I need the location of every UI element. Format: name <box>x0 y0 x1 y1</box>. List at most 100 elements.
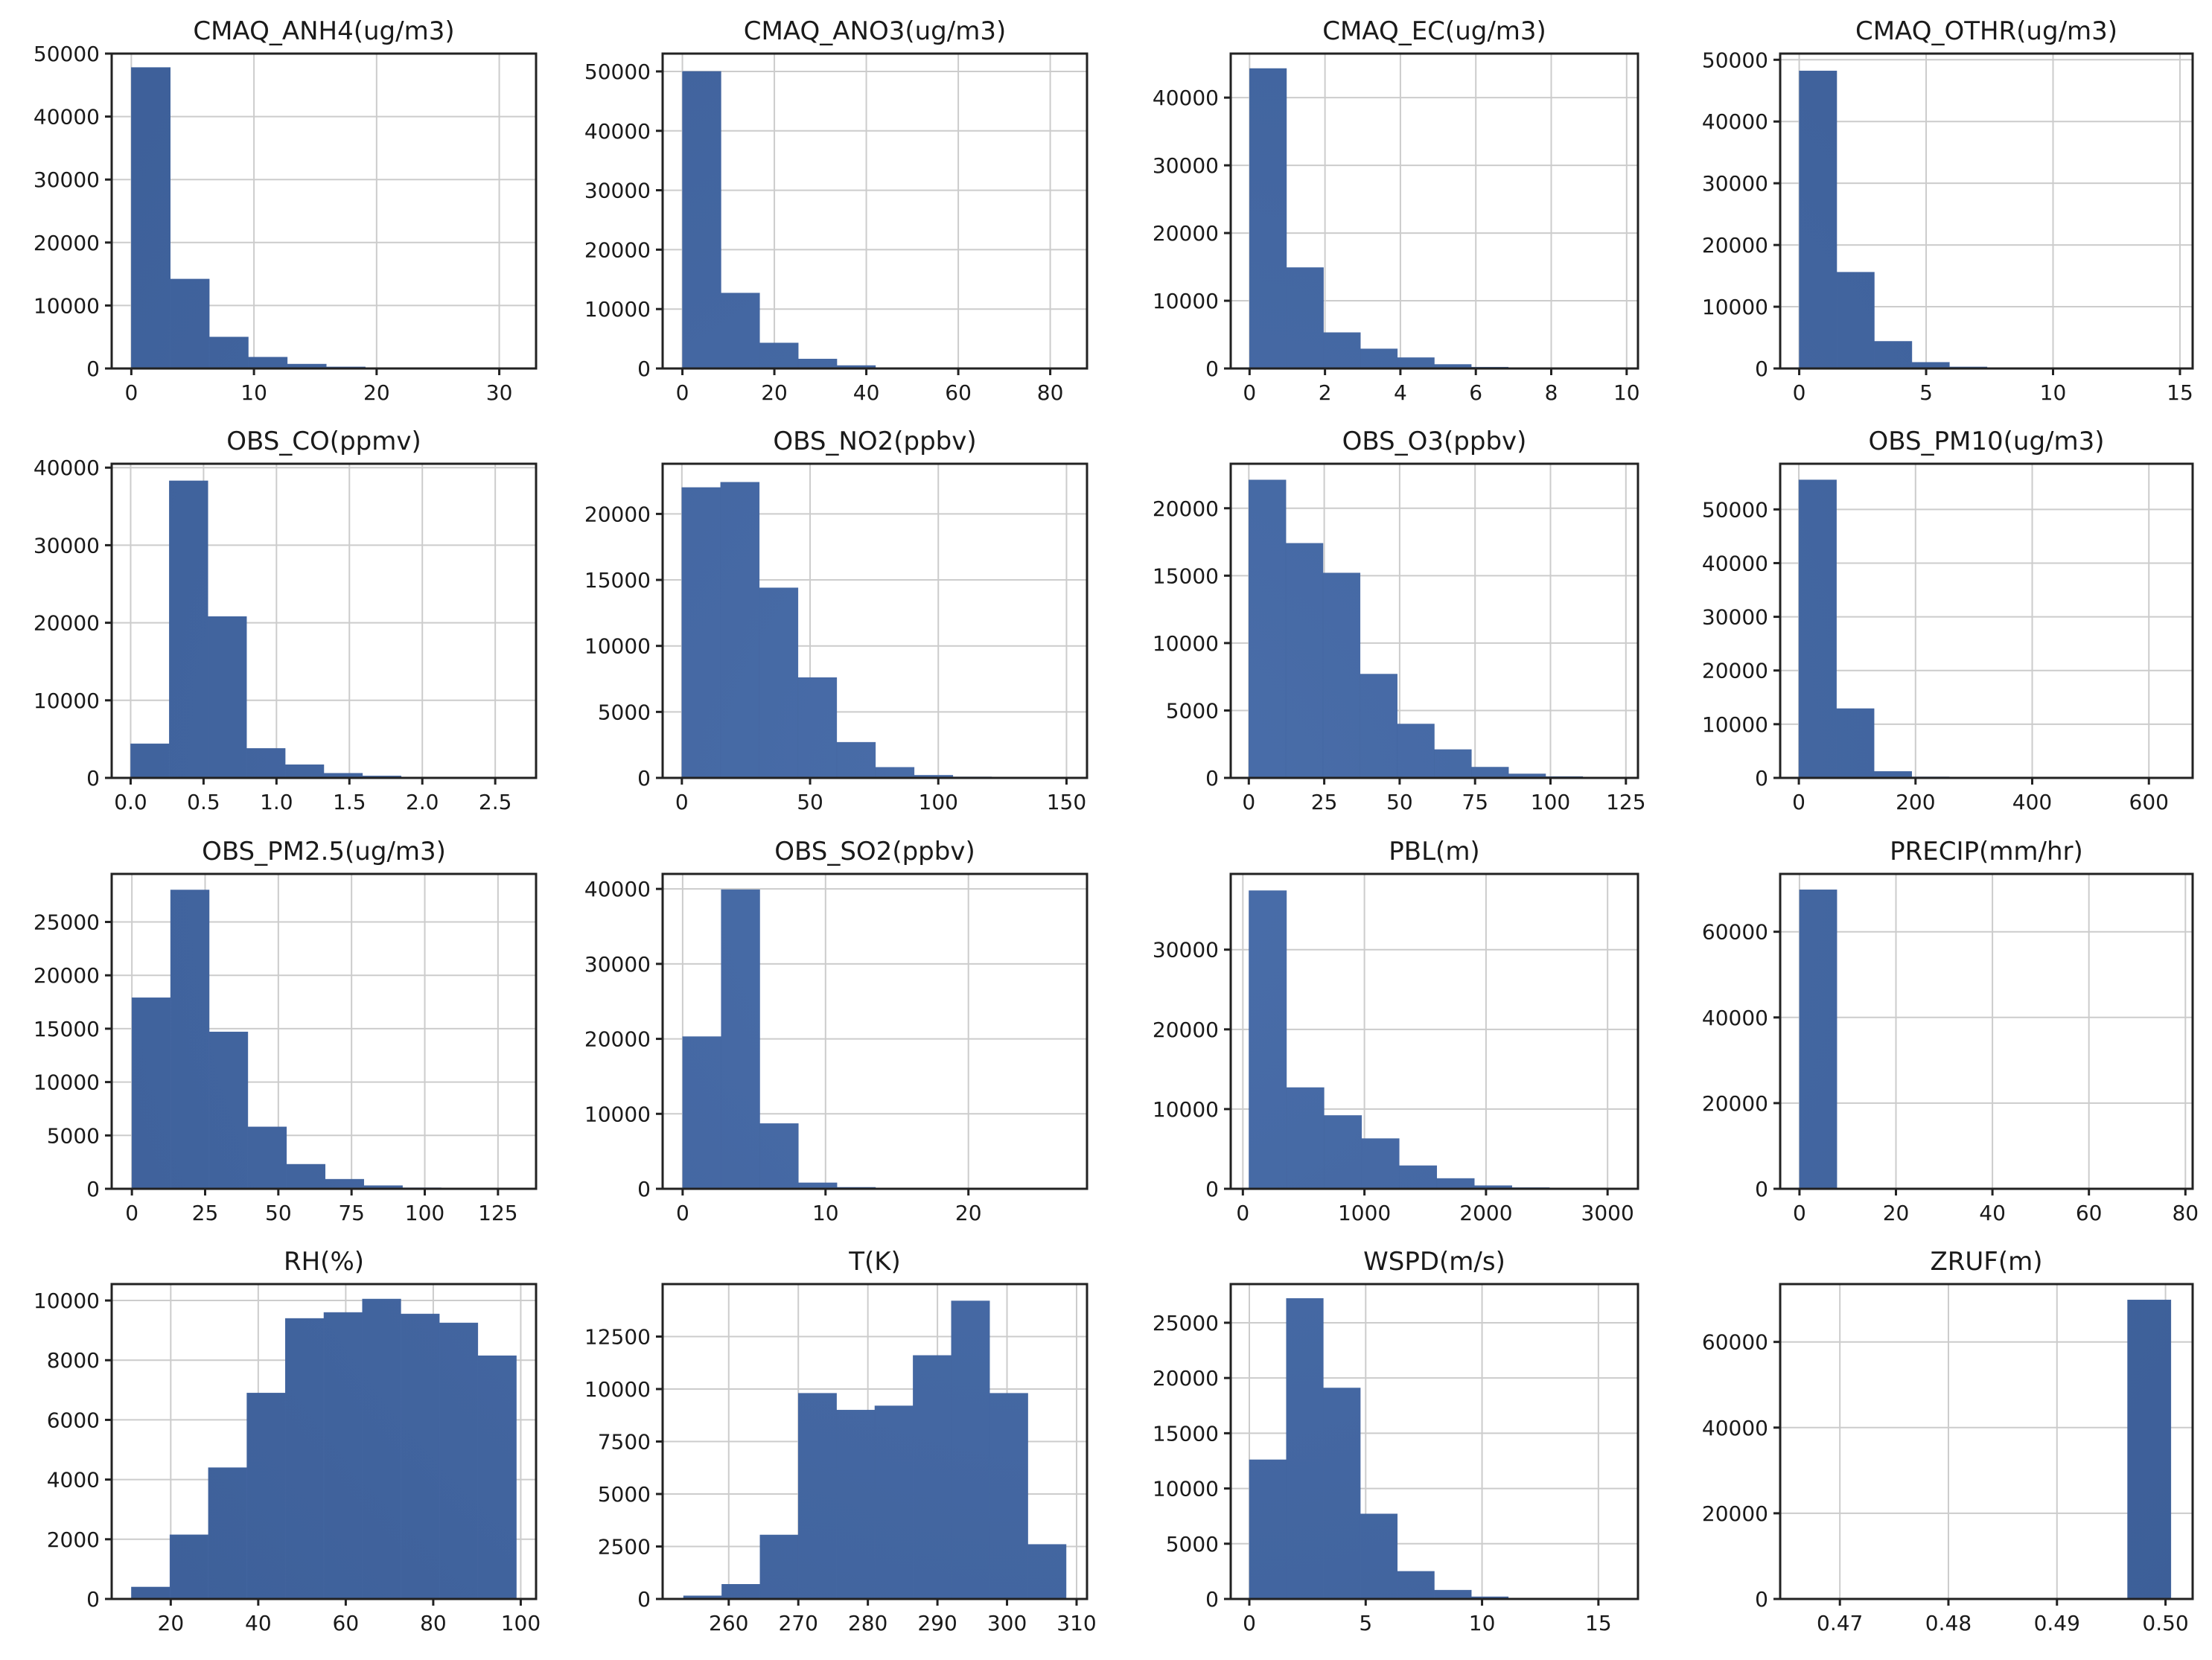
histogram-bar <box>325 1178 364 1190</box>
x-tick-label: 10 <box>1469 1611 1496 1635</box>
y-tick-label: 5000 <box>47 1123 100 1148</box>
subplot-title: ZRUF(m) <box>1930 1247 2042 1277</box>
histogram-bar <box>797 1393 837 1600</box>
y-tick-label: 0 <box>637 357 651 381</box>
histogram-bar <box>130 743 170 779</box>
histogram-panel-12: 20 40 60 80 100 0 2000 4000 6000 8000 10000 RH(%) <box>34 1247 541 1635</box>
histogram-panel-9: 0 10 20 0 10000 20000 30000 40000 OBS_SO2(ppbv) <box>584 837 1089 1225</box>
y-tick-label: 10000 <box>34 1289 100 1313</box>
x-tick-label: 60 <box>333 1611 360 1635</box>
x-tick-label: 25 <box>192 1201 219 1225</box>
y-tick-label: 50000 <box>1702 48 1768 72</box>
x-tick-label: 15 <box>1585 1611 1612 1635</box>
y-tick-label: 0 <box>1205 1177 1219 1201</box>
histogram-bar <box>1249 479 1287 779</box>
x-tick-label: 75 <box>338 1201 365 1225</box>
histogram-bar <box>797 677 838 779</box>
histogram-bar <box>1360 674 1397 779</box>
y-tick-label: 6000 <box>47 1408 100 1432</box>
axes-frame <box>1779 52 2194 370</box>
histogram-bar <box>323 1312 363 1600</box>
histogram-bar <box>131 1586 170 1600</box>
y-tick-label: 10000 <box>34 689 100 713</box>
y-tick-label: 0 <box>637 766 651 791</box>
y-tick-label: 20000 <box>1153 1018 1219 1042</box>
x-tick-label: 0.50 <box>2142 1611 2188 1635</box>
y-tick-label: 0 <box>1755 1587 1768 1612</box>
y-tick-label: 10000 <box>584 1102 651 1126</box>
histogram-panel-3: 0 5 10 15 0 10000 20000 30000 40000 50000 CMAQ_OTH… <box>1702 16 2194 405</box>
x-tick-label: 20 <box>955 1201 982 1225</box>
y-tick-label: 10000 <box>1153 631 1219 656</box>
x-tick-label: 50 <box>265 1201 292 1225</box>
x-tick-label: 270 <box>778 1611 817 1635</box>
histogram-bar <box>248 357 288 369</box>
x-tick-label: 1.5 <box>333 790 366 814</box>
x-tick-label: 260 <box>709 1611 748 1635</box>
histogram-panel-7: 0 200 400 600 0 10000 20000 30000 40000 50000 OBS_… <box>1702 427 2194 814</box>
subplot-title: PBL(m) <box>1389 837 1479 866</box>
y-tick-label: 0 <box>1755 766 1768 791</box>
histogram-bar <box>169 1534 209 1600</box>
y-tick-label: 25000 <box>1153 1311 1219 1335</box>
histogram-bar <box>208 1467 247 1600</box>
y-tick-label: 30000 <box>1702 171 1768 196</box>
histogram-bar <box>721 1584 761 1600</box>
x-tick-label: 50 <box>1386 790 1413 814</box>
y-tick-label: 40000 <box>1702 1416 1768 1440</box>
histogram-bar <box>1286 1087 1325 1190</box>
histogram-bar <box>2127 1300 2172 1600</box>
y-tick-label: 30000 <box>584 952 651 977</box>
y-tick-label: 40000 <box>1702 109 1768 134</box>
x-tick-label: 400 <box>2012 790 2052 814</box>
y-tick-label: 20000 <box>34 231 100 255</box>
axes-frame <box>661 52 1089 370</box>
x-tick-label: 5 <box>1359 1611 1372 1635</box>
x-tick-label: 40 <box>853 380 880 405</box>
histogram-bar <box>1799 890 1838 1190</box>
x-tick-label: 0 <box>676 1201 689 1225</box>
axes-frame <box>1229 872 1639 1190</box>
y-tick-label: 15000 <box>34 1017 100 1041</box>
histogram-bar <box>285 1318 325 1600</box>
x-tick-label: 100 <box>1531 790 1570 814</box>
histogram-bar <box>1249 68 1287 369</box>
histogram-bar <box>720 482 760 779</box>
x-tick-label: 100 <box>919 790 958 814</box>
histogram-bar <box>1874 341 1913 369</box>
x-tick-label: 2.0 <box>406 790 439 814</box>
histogram-bar <box>759 1534 799 1600</box>
histogram-bar <box>1798 479 1837 779</box>
y-tick-label: 10000 <box>1153 289 1219 313</box>
histogram-bar <box>1361 1138 1400 1190</box>
histogram-bar <box>1027 1544 1067 1600</box>
y-tick-label: 10000 <box>584 1377 651 1402</box>
histogram-bar <box>1323 1388 1361 1600</box>
x-tick-label: 4 <box>1394 380 1407 405</box>
y-tick-label: 30000 <box>1153 153 1219 178</box>
y-tick-label: 0 <box>86 357 100 381</box>
histogram-bar <box>1286 1298 1324 1600</box>
x-tick-label: 280 <box>848 1611 887 1635</box>
x-tick-label: 60 <box>2076 1201 2103 1225</box>
y-tick-label: 2000 <box>47 1527 100 1552</box>
y-tick-label: 0 <box>1755 357 1768 381</box>
histogram-bar <box>1436 1178 1475 1190</box>
histogram-bar <box>875 767 915 779</box>
y-tick-label: 40000 <box>1702 551 1768 575</box>
y-tick-label: 50000 <box>584 60 651 84</box>
x-tick-label: 10 <box>812 1201 839 1225</box>
x-tick-label: 200 <box>1896 790 1935 814</box>
axes-frame <box>661 462 1089 779</box>
x-tick-label: 3000 <box>1581 1201 1634 1225</box>
subplot-title: OBS_O3(ppbv) <box>1342 427 1527 456</box>
histogram-panel-14: 0 5 10 15 0 5000 10000 15000 20000 25000 WSPD(m/s) <box>1153 1247 1639 1635</box>
histogram-bar <box>836 1409 876 1600</box>
y-tick-label: 0 <box>86 1177 100 1201</box>
subplot-title: OBS_PM2.5(ug/m3) <box>202 837 446 866</box>
x-tick-label: 80 <box>2172 1201 2199 1225</box>
subplot-title: OBS_CO(ppmv) <box>226 427 421 456</box>
y-tick-label: 20000 <box>1702 659 1768 683</box>
histogram-panel-1: 0 20 40 60 80 0 10000 20000 30000 40000 50000 CMAQ_… <box>584 16 1089 405</box>
y-tick-label: 10000 <box>34 1070 100 1095</box>
